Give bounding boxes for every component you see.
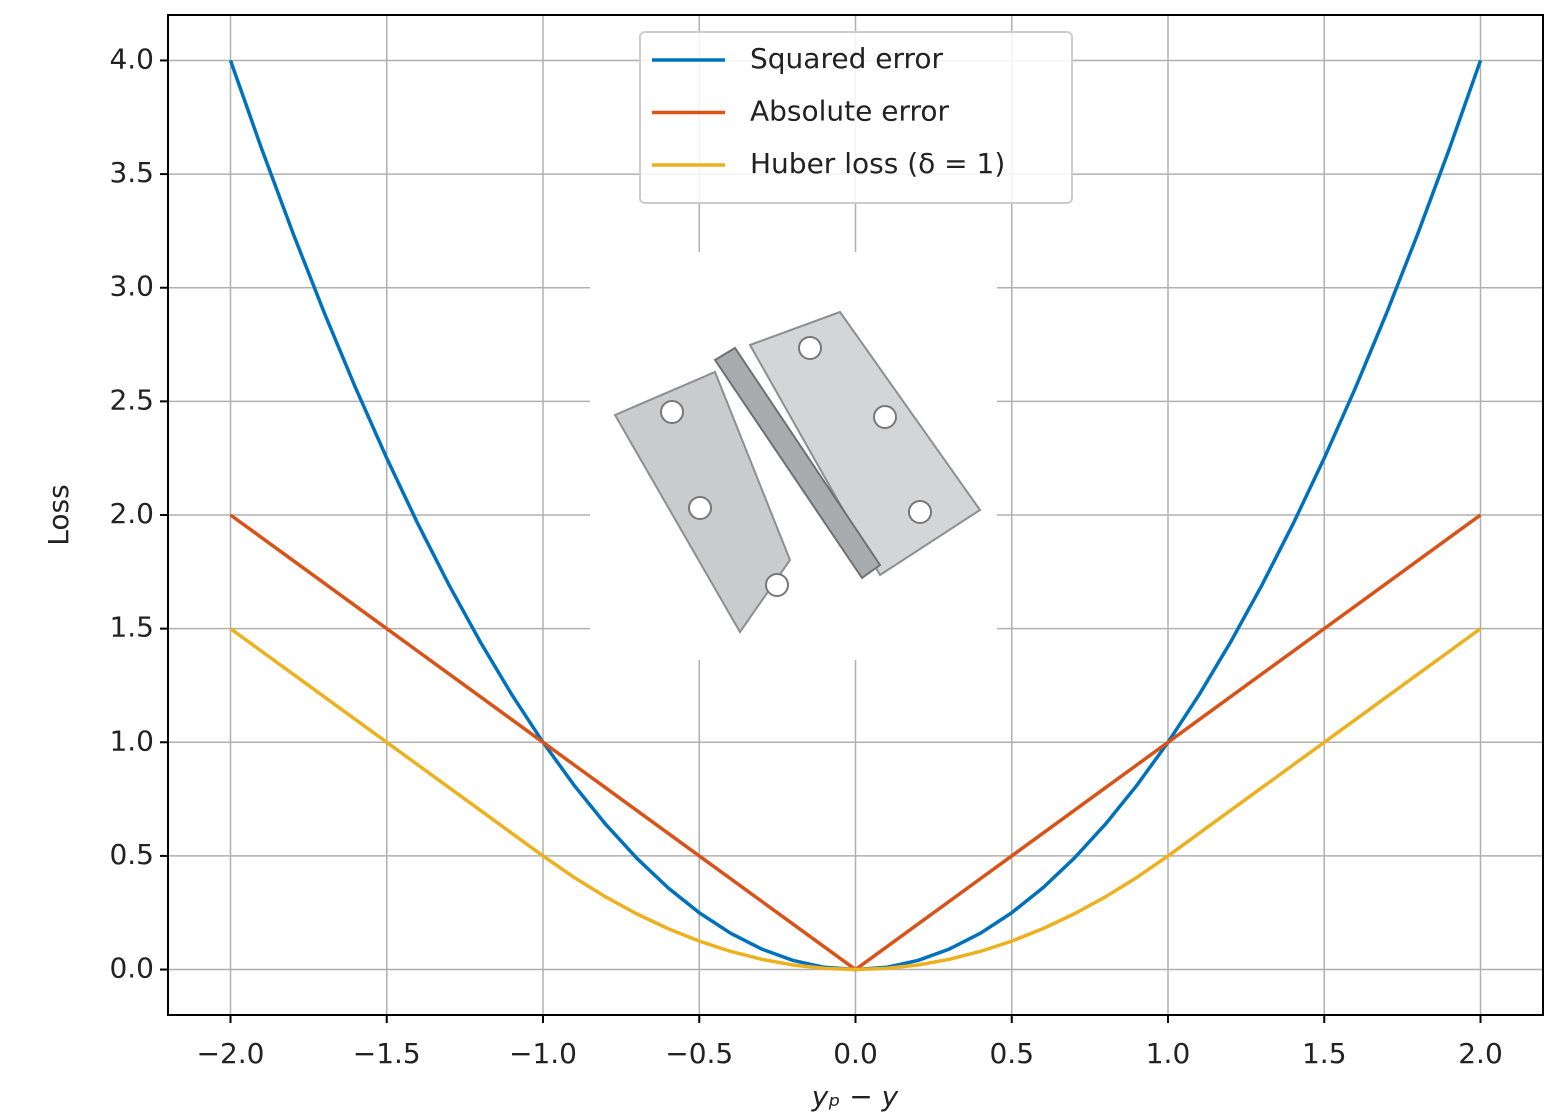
y-axis-label: Loss bbox=[42, 484, 75, 545]
legend: Squared error Absolute error Huber loss (δ… bbox=[639, 31, 1073, 204]
hinge-hole bbox=[765, 573, 789, 597]
legend-box bbox=[639, 31, 1073, 204]
y-tick-label: 0.5 bbox=[109, 838, 154, 871]
x-tick-label: 2.0 bbox=[1458, 1037, 1503, 1070]
legend-label: Huber loss (δ = 1) bbox=[750, 147, 1005, 180]
hinge-hole bbox=[798, 336, 822, 360]
series-line bbox=[229, 627, 1482, 972]
y-tick-label: 0.0 bbox=[109, 952, 154, 985]
hinge-hole bbox=[873, 405, 897, 429]
x-tick-label: −1.5 bbox=[353, 1037, 421, 1070]
x-tick-label: −2.0 bbox=[197, 1037, 265, 1070]
x-tick-label: −1.0 bbox=[509, 1037, 577, 1070]
hinge-hole bbox=[908, 500, 932, 524]
y-tick-label: 2.0 bbox=[109, 497, 154, 530]
hinge-barrel bbox=[713, 346, 882, 580]
y-tick-label: 1.5 bbox=[109, 611, 154, 644]
y-tick-label: 2.5 bbox=[109, 383, 154, 416]
x-tick-label: 1.0 bbox=[1146, 1037, 1191, 1070]
y-tick-label: 3.0 bbox=[109, 270, 154, 303]
x-tick-label: 0.5 bbox=[989, 1037, 1034, 1070]
legend-label: Squared error bbox=[750, 42, 944, 75]
y-tick-label: 4.0 bbox=[109, 42, 154, 75]
x-tick-label: 0.0 bbox=[833, 1037, 878, 1070]
y-tick-label: 1.0 bbox=[109, 724, 154, 757]
hinge-hole bbox=[688, 496, 712, 520]
x-axis-label: yₚ − y bbox=[811, 1080, 899, 1113]
hinge-hole bbox=[660, 400, 684, 424]
ticks: −2.0 −1.5 −1.0 −0.5 0.0 0.5 1.0 1.5 2.0 0.0 0.5 1.0… bbox=[109, 42, 1502, 1070]
x-tick-label: 1.5 bbox=[1302, 1037, 1347, 1070]
y-tick-label: 3.5 bbox=[109, 156, 154, 189]
x-tick-label: −0.5 bbox=[665, 1037, 733, 1070]
plot-lines bbox=[228, 59, 1483, 972]
legend-label: Absolute error bbox=[750, 95, 950, 128]
hinge-image bbox=[590, 252, 997, 660]
